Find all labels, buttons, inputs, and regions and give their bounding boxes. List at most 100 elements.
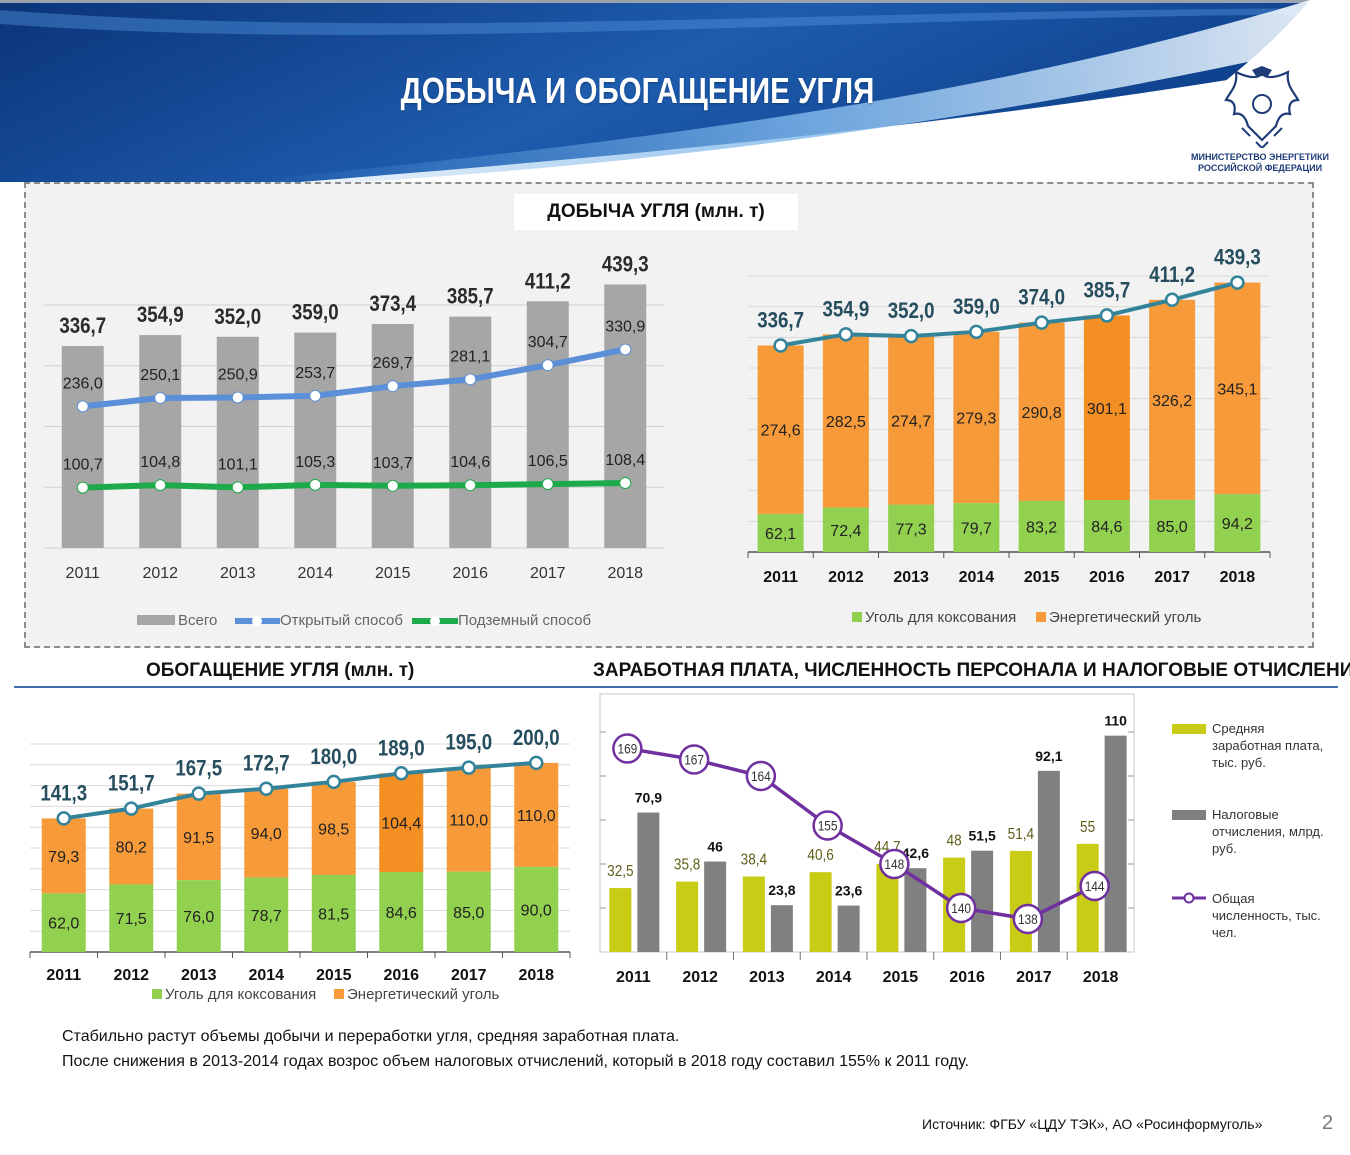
bar-salary-label: 38,4: [741, 852, 767, 869]
staff-point-label: 167: [684, 752, 704, 768]
x-tick-label: 2012: [828, 569, 864, 586]
legend-swatch-total: [137, 615, 175, 625]
bar-total-label: 352,0: [214, 305, 261, 329]
totals-point: [969, 324, 984, 340]
bar-energy: [514, 762, 559, 867]
bar-energy: [822, 334, 869, 508]
bar-coking-label: 84,6: [386, 905, 417, 922]
bar-energy-label: 274,6: [761, 423, 801, 440]
series-point: [386, 380, 399, 393]
production-types-chart: 62,1 274,6 2011 72,4 282,5 2012 77,3 274,7 2013 7…: [740, 232, 1290, 644]
bar-energy: [888, 336, 935, 505]
bar-energy-label: 345,1: [1217, 381, 1257, 398]
bar-total-label: 359,0: [292, 301, 339, 325]
totals-point: [124, 801, 139, 816]
legend-swatch-staff: [1172, 892, 1206, 904]
bar-total: [139, 335, 182, 548]
bar-tax-label: 46: [707, 839, 723, 855]
staff-point: [1012, 903, 1044, 935]
salary-chart: 32,5 70,9 2011 35,8 46 2012 38,4 23,8 2013 40,6 23…: [590, 690, 1150, 996]
x-tick-label: 2014: [248, 967, 284, 984]
legend-marker-open: [252, 616, 262, 626]
bar-salary-label: 40,6: [807, 847, 833, 864]
bar-salary: [742, 876, 765, 952]
legend-label-tax: Налоговые отчисления, млрд. руб.: [1212, 807, 1324, 856]
series-point: [231, 391, 244, 404]
x-tick-label: 2018: [607, 565, 643, 582]
bar-coking: [379, 872, 424, 952]
totals-label: 180,0: [310, 745, 357, 769]
totals-label: 439,3: [1214, 246, 1261, 270]
staff-point-label: 155: [818, 818, 838, 834]
totals-point: [773, 338, 788, 353]
salary-title: ЗАРАБОТНАЯ ПЛАТА, ЧИСЛЕННОСТЬ ПЕРСОНАЛА …: [593, 660, 1350, 681]
totals-line: [780, 280, 1238, 348]
legend-label-energy: Энергетический уголь: [1049, 609, 1202, 626]
totals-point: [903, 328, 919, 344]
bar-total: [526, 301, 569, 548]
staff-point: [678, 744, 710, 775]
bar-total: [371, 323, 414, 548]
legend-swatch-energy: [334, 989, 344, 999]
series-point-label: 250,9: [218, 366, 258, 383]
series-point-label: 108,4: [605, 452, 645, 469]
bar-total: [449, 316, 492, 548]
legend-label-energy: Энергетический уголь: [347, 986, 500, 1003]
bar-coking: [514, 866, 559, 952]
series-point: [76, 481, 89, 494]
staff-point-label: 144: [1085, 878, 1105, 894]
bar-coking-label: 79,7: [961, 521, 992, 538]
totals-label: 352,0: [888, 300, 935, 324]
x-tick-label: 2012: [142, 565, 178, 582]
totals-label: 359,0: [953, 295, 1000, 319]
series-point: [154, 479, 167, 492]
bar-salary-label: 55: [1080, 819, 1095, 836]
series-point-label: 100,7: [63, 457, 103, 474]
bar-total: [61, 345, 104, 548]
ministry-line-2: РОССИЙСКОЙ ФЕДЕРАЦИИ: [1197, 163, 1323, 173]
banner-background: [0, 0, 1350, 182]
production-panel-title: ДОБЫЧА УГЛЯ (млн. т): [514, 194, 798, 230]
series-line-2: [82, 479, 626, 491]
series-point: [231, 481, 244, 494]
staff-point: [745, 760, 777, 792]
bar-energy-label: 290,8: [1022, 405, 1062, 422]
series-point: [619, 343, 632, 356]
x-tick-label: 2012: [682, 969, 718, 986]
x-tick-label: 2017: [530, 565, 566, 582]
totals-label: 189,0: [378, 737, 425, 761]
series-point: [541, 478, 554, 491]
series-point: [464, 373, 477, 386]
bar-coking: [1018, 500, 1065, 552]
series-point: [386, 479, 399, 492]
totals-point: [259, 781, 274, 796]
bar-coking: [1083, 500, 1130, 552]
x-tick-label: 2015: [316, 967, 352, 984]
bar-tax-label: 70,9: [635, 790, 662, 806]
bar-salary-label: 35,8: [674, 857, 700, 874]
totals-point: [1034, 315, 1049, 330]
x-tick-label: 2013: [220, 565, 256, 582]
bar-coking: [953, 503, 1000, 552]
legend-label-underground: Подземный способ: [458, 612, 591, 629]
bar-tax: [837, 905, 860, 952]
bar-tax: [770, 905, 793, 952]
bar-energy-label: 80,2: [116, 839, 147, 856]
series-point-label: 330,9: [605, 318, 645, 335]
x-tick-label: 2012: [113, 967, 149, 984]
bar-coking: [311, 874, 356, 952]
x-tick-label: 2013: [893, 569, 929, 586]
bar-coking-label: 90,0: [521, 902, 552, 919]
bar-salary-label: 48: [947, 833, 962, 850]
legend-swatch-salary: [1172, 724, 1206, 734]
staff-point: [1079, 870, 1110, 902]
bar-coking-label: 76,0: [183, 909, 214, 926]
bar-energy: [757, 345, 804, 514]
totals-label: 336,7: [757, 309, 804, 333]
bar-coking: [109, 884, 154, 952]
x-tick-label: 2011: [46, 967, 81, 984]
series-point: [309, 389, 322, 402]
bar-salary: [876, 864, 899, 952]
series-point-label: 304,7: [528, 334, 568, 351]
series-line-1: [82, 346, 626, 410]
